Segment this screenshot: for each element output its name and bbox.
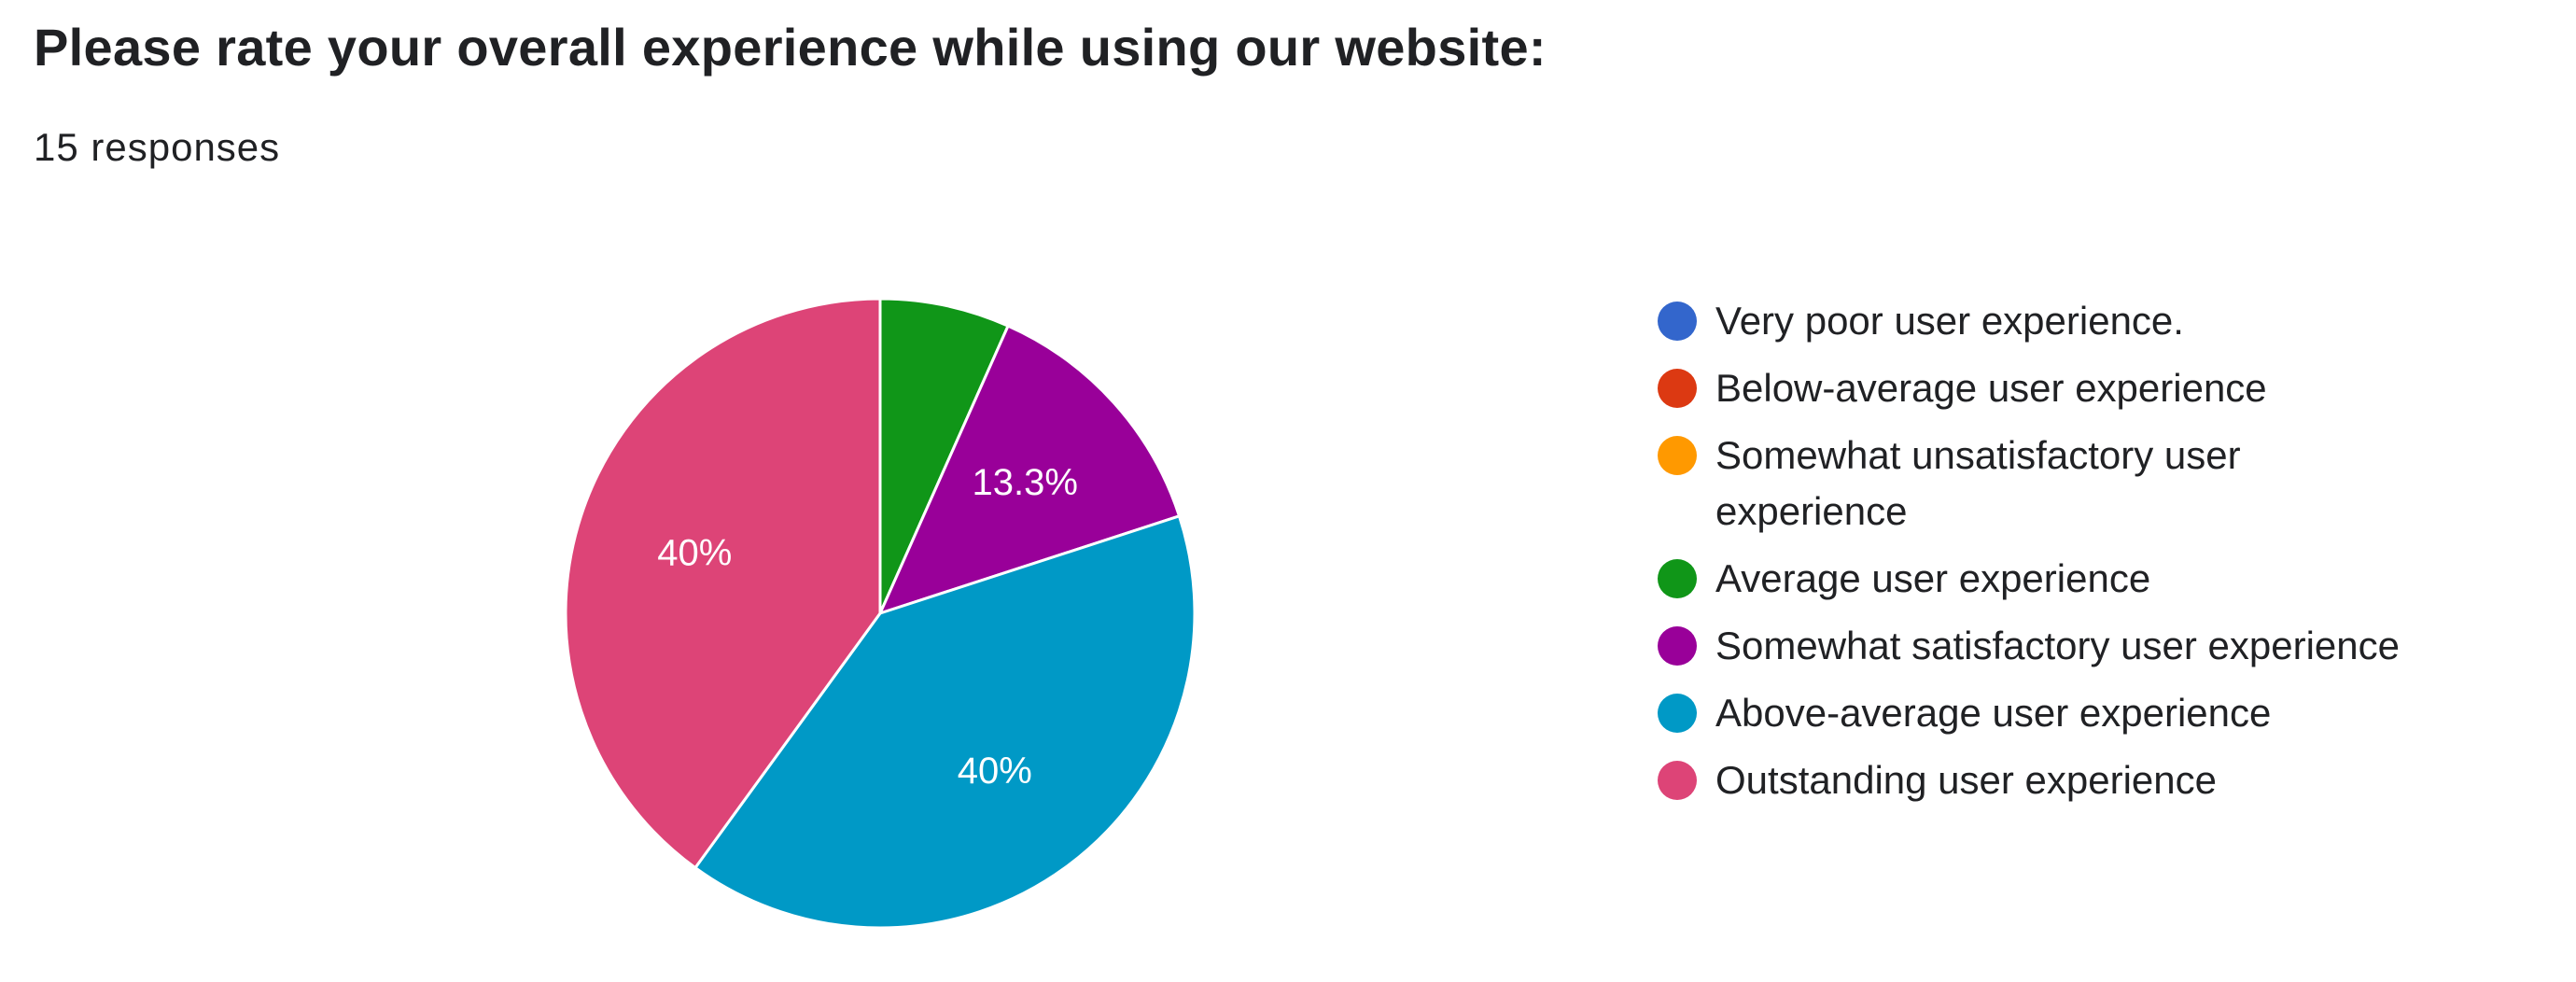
legend-item[interactable]: Average user experience [1658,551,2535,607]
slice-percent-label: 13.3% [973,462,1078,503]
legend-item[interactable]: Outstanding user experience [1658,752,2535,808]
legend-swatch [1658,626,1697,666]
slice-percent-label: 40% [958,751,1032,792]
legend-swatch [1658,302,1697,341]
legend-label: Somewhat satisfactory user experience [1715,624,2401,667]
legend-label: Above-average user experience [1715,691,2272,735]
legend-swatch [1658,694,1697,733]
legend-swatch [1658,761,1697,800]
legend-item[interactable]: Below-average user experience [1658,360,2535,416]
chart-legend: Very poor user experience. Below-average… [1658,293,2535,820]
legend-swatch [1658,369,1697,408]
slice-percent-label: 40% [657,532,732,573]
legend-label: Somewhat unsatisfactory user experience [1715,433,2241,533]
legend-swatch [1658,436,1697,475]
legend-item[interactable]: Above-average user experience [1658,685,2535,741]
response-count: 15 responses [34,125,281,169]
legend-swatch [1658,559,1697,598]
legend-label: Outstanding user experience [1715,758,2217,802]
pie-slice[interactable] [693,513,1197,930]
legend-item[interactable]: Very poor user experience. [1658,293,2535,349]
legend-item[interactable]: Somewhat satisfactory user experience [1658,618,2535,674]
legend-label: Average user experience [1715,556,2151,600]
chart-title: Please rate your overall experience whil… [34,18,1547,77]
legend-item[interactable]: Somewhat unsatisfactory user experience [1658,428,2535,540]
pie-slice[interactable] [564,297,882,870]
legend-label: Very poor user experience. [1715,299,2184,343]
legend-label: Below-average user experience [1715,366,2267,410]
pie-slice[interactable] [877,324,1182,616]
pie-slice[interactable] [878,297,1011,614]
